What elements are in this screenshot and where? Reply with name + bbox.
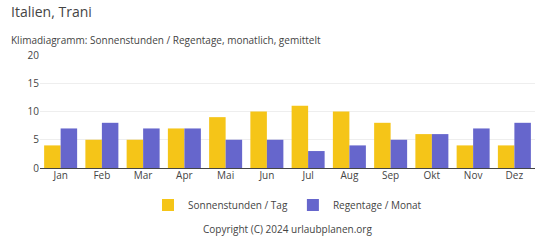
svg-text:Jul: Jul bbox=[301, 168, 313, 182]
svg-text:20: 20 bbox=[28, 48, 40, 62]
svg-text:Mar: Mar bbox=[134, 168, 153, 182]
svg-text:Dez: Dez bbox=[506, 168, 524, 182]
svg-text:Klimadiagramm: Sonnenstunden /: Klimadiagramm: Sonnenstunden / Regentage… bbox=[11, 33, 321, 47]
svg-text:Aug: Aug bbox=[340, 168, 358, 182]
svg-text:Regentage / Monat: Regentage / Monat bbox=[333, 198, 422, 212]
svg-text:Italien, Trani: Italien, Trani bbox=[11, 2, 92, 21]
svg-text:Sep: Sep bbox=[382, 168, 399, 182]
svg-text:Copyright (C) 2024 urlaubplane: Copyright (C) 2024 urlaubplanen.org bbox=[203, 222, 372, 236]
svg-text:Nov: Nov bbox=[464, 168, 483, 182]
svg-text:Okt: Okt bbox=[424, 168, 441, 182]
svg-text:15: 15 bbox=[28, 76, 40, 90]
svg-text:10: 10 bbox=[28, 104, 40, 118]
svg-text:Feb: Feb bbox=[93, 168, 110, 182]
svg-text:Apr: Apr bbox=[176, 168, 193, 182]
svg-text:0: 0 bbox=[33, 161, 39, 175]
svg-text:5: 5 bbox=[33, 132, 39, 146]
svg-text:Jun: Jun bbox=[258, 168, 274, 182]
svg-text:Jan: Jan bbox=[52, 168, 67, 182]
svg-text:Sonnenstunden / Tag: Sonnenstunden / Tag bbox=[188, 198, 288, 212]
svg-text:Mai: Mai bbox=[217, 168, 234, 182]
